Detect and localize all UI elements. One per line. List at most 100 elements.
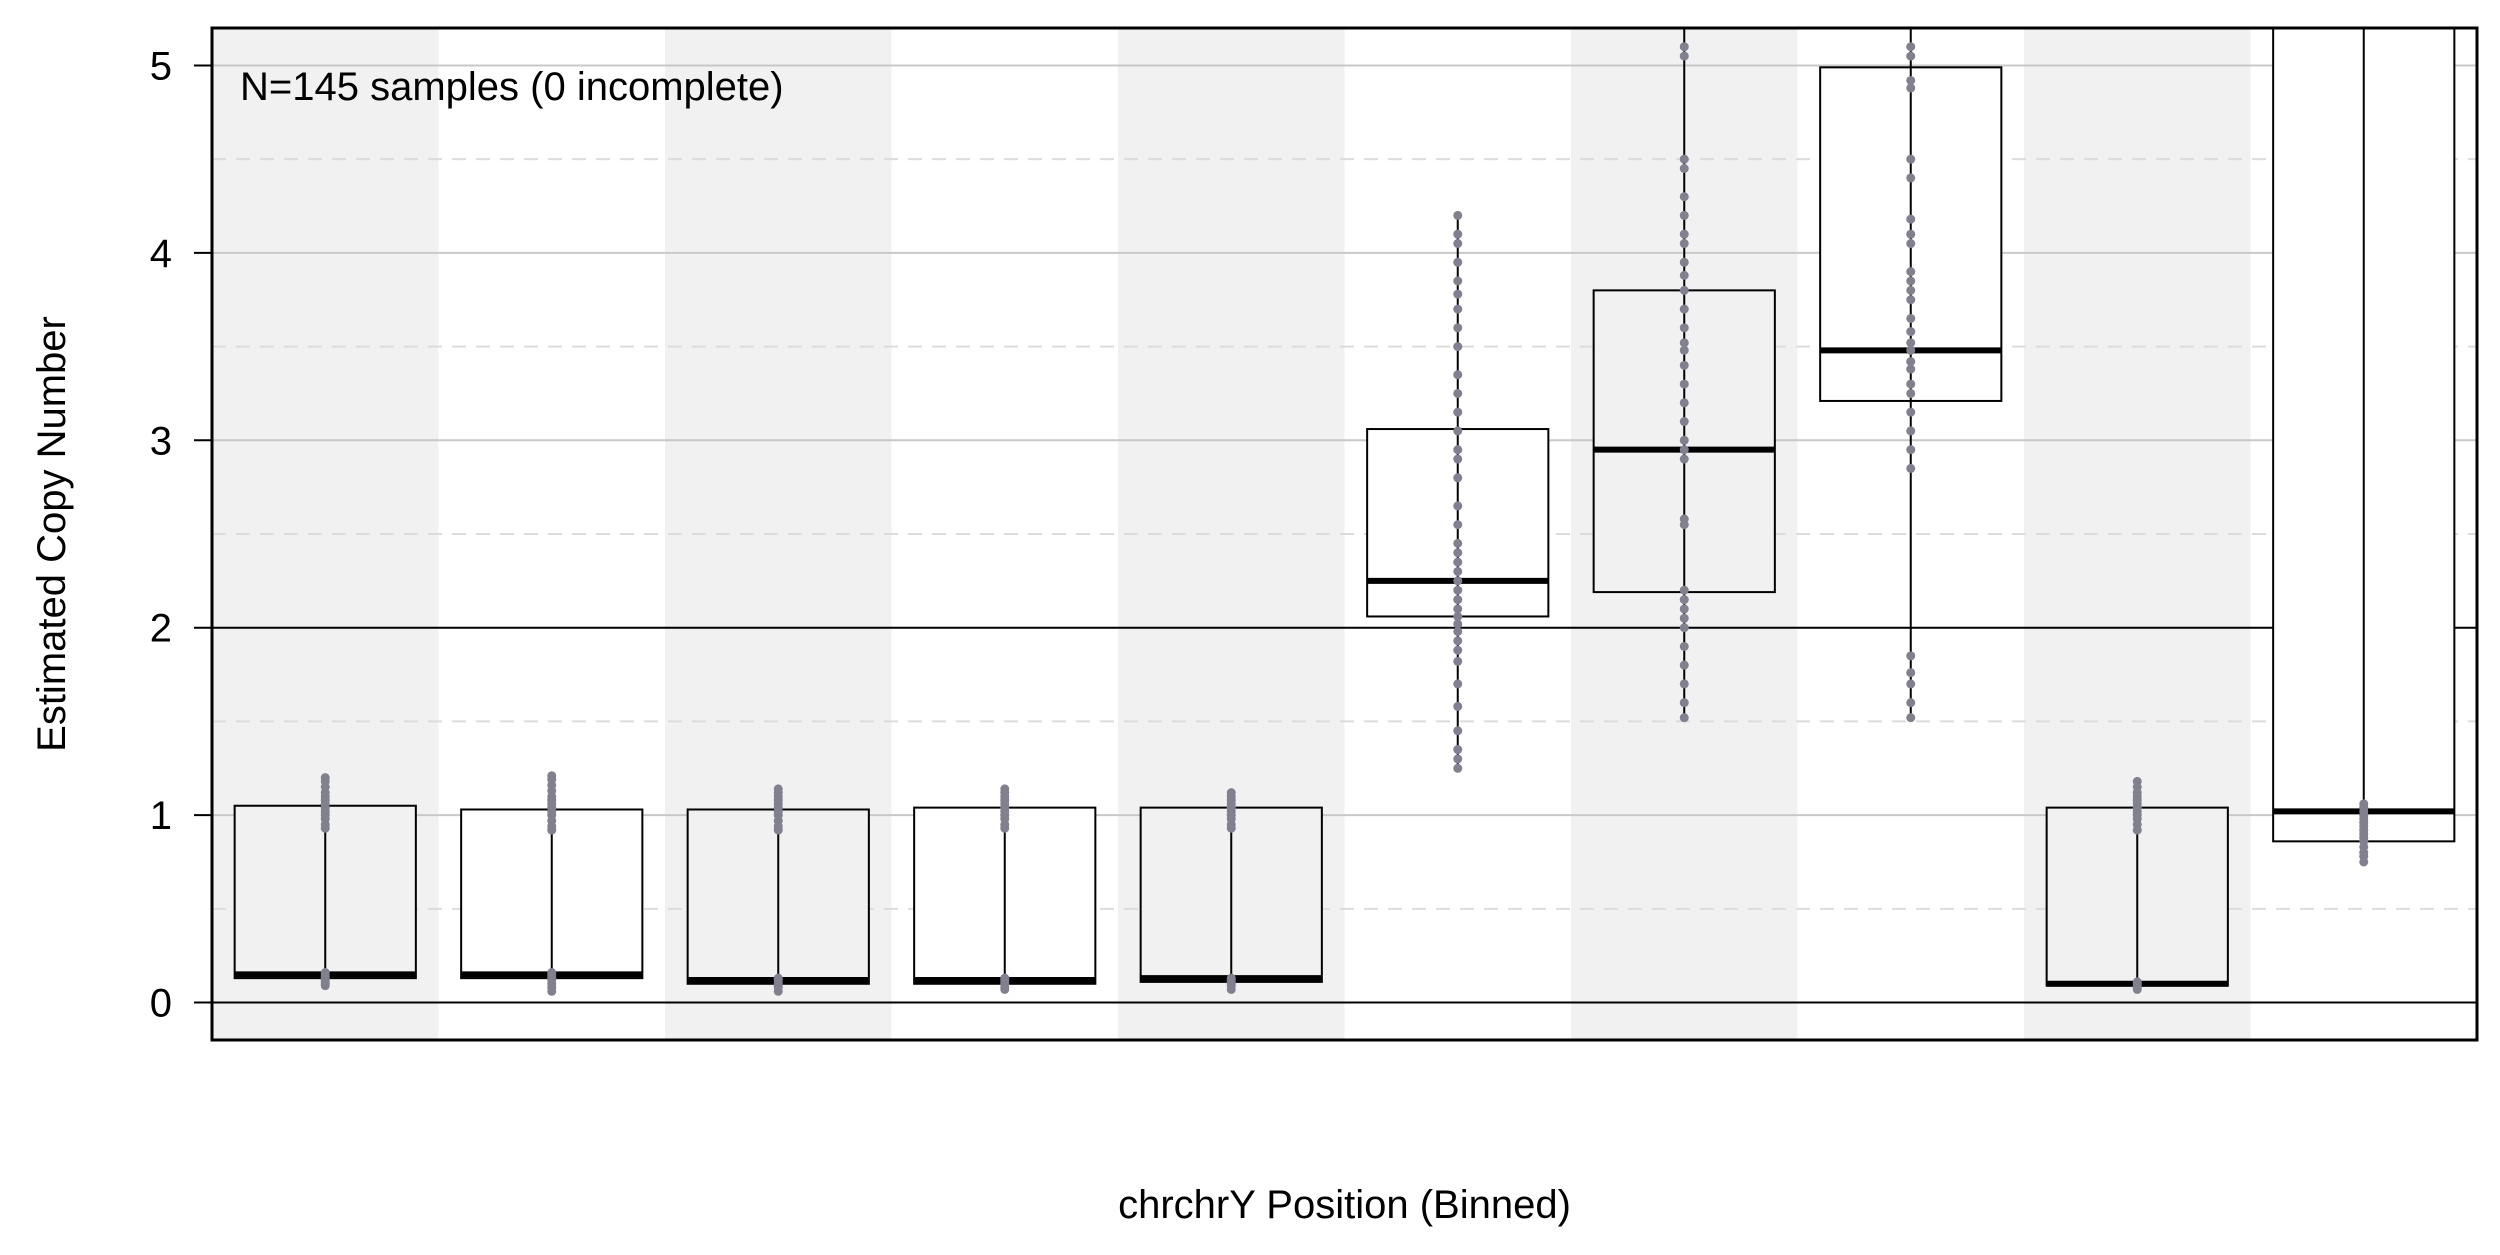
data-point xyxy=(1679,713,1689,723)
y-tick-label: 0 xyxy=(150,982,172,1026)
data-point xyxy=(1453,595,1463,605)
data-point xyxy=(1453,323,1463,333)
box-plot xyxy=(2272,27,2456,862)
box-plot xyxy=(686,787,870,992)
data-point xyxy=(1226,973,1236,983)
data-point xyxy=(1906,295,1916,305)
data-point xyxy=(1453,611,1463,621)
data-point xyxy=(1906,285,1916,295)
data-points xyxy=(320,42,2369,996)
data-point xyxy=(1906,379,1916,389)
data-point xyxy=(1679,338,1689,348)
data-point xyxy=(1679,239,1689,249)
data-point xyxy=(1453,726,1463,736)
data-point xyxy=(1906,463,1916,473)
data-point xyxy=(1453,445,1463,455)
data-point xyxy=(1453,229,1463,239)
data-point xyxy=(1000,784,1010,794)
data-point xyxy=(1453,454,1463,464)
data-point xyxy=(1906,364,1916,374)
y-axis-label: Estimated Copy Number xyxy=(30,316,74,752)
data-point xyxy=(1906,698,1916,708)
data-point xyxy=(1906,357,1916,367)
data-point xyxy=(1453,289,1463,299)
data-point xyxy=(1679,323,1689,333)
data-point xyxy=(1453,548,1463,558)
data-point xyxy=(1679,257,1689,267)
y-axis: 0 1 2 3 4 5 xyxy=(150,44,212,1026)
x-axis-label: chrchrY Position (Binned) xyxy=(1118,1183,1571,1227)
data-point xyxy=(2359,799,2369,809)
data-point xyxy=(1906,173,1916,183)
data-point xyxy=(1453,342,1463,352)
data-point xyxy=(1453,763,1463,773)
data-point xyxy=(320,773,330,783)
data-point xyxy=(1679,660,1689,670)
data-point xyxy=(1679,613,1689,623)
data-point xyxy=(547,771,557,781)
data-point xyxy=(1906,668,1916,678)
data-point xyxy=(1679,623,1689,633)
box-plot xyxy=(2045,781,2229,990)
data-point xyxy=(1453,370,1463,380)
data-point xyxy=(1453,636,1463,646)
data-point xyxy=(1906,426,1916,436)
data-point xyxy=(1906,313,1916,323)
box-plot xyxy=(460,775,644,992)
data-point xyxy=(1906,276,1916,286)
data-point xyxy=(1906,388,1916,398)
data-point xyxy=(1453,520,1463,530)
data-point xyxy=(1906,51,1916,61)
y-tick-label: 3 xyxy=(150,419,172,463)
data-point xyxy=(1906,267,1916,277)
data-point xyxy=(1453,701,1463,711)
data-point xyxy=(547,968,557,978)
data-point xyxy=(1679,285,1689,295)
data-point xyxy=(1679,210,1689,220)
data-point xyxy=(1453,407,1463,417)
data-point xyxy=(1906,154,1916,164)
data-point xyxy=(1906,42,1916,52)
data-point xyxy=(1906,407,1916,417)
data-point xyxy=(1453,538,1463,548)
sample-count-annotation: N=145 samples (0 incomplete) xyxy=(240,65,784,109)
data-point xyxy=(320,968,330,978)
data-point xyxy=(1453,604,1463,614)
data-point xyxy=(1679,398,1689,408)
data-point xyxy=(1679,229,1689,239)
data-point xyxy=(1453,426,1463,436)
data-point xyxy=(1453,585,1463,595)
data-point xyxy=(1679,604,1689,614)
y-tick-label: 4 xyxy=(150,232,172,276)
data-point xyxy=(1453,210,1463,220)
data-point xyxy=(1679,641,1689,651)
box-plot xyxy=(1139,790,1323,990)
data-point xyxy=(2132,776,2142,786)
data-point xyxy=(1679,698,1689,708)
data-point xyxy=(1453,473,1463,483)
data-point xyxy=(773,973,783,983)
data-point xyxy=(1453,304,1463,314)
data-point xyxy=(1906,651,1916,661)
data-point xyxy=(1453,566,1463,576)
data-point xyxy=(1453,626,1463,636)
data-point xyxy=(1453,619,1463,629)
y-tick-label: 5 xyxy=(150,44,172,88)
data-point xyxy=(1679,304,1689,314)
data-point xyxy=(1453,754,1463,764)
data-point xyxy=(1453,239,1463,249)
reference-lines xyxy=(212,626,2477,1004)
data-point xyxy=(1906,83,1916,93)
data-point xyxy=(1679,51,1689,61)
data-point xyxy=(1679,379,1689,389)
data-point xyxy=(1679,514,1689,524)
data-point xyxy=(1679,417,1689,427)
data-point xyxy=(1679,345,1689,355)
data-point xyxy=(1906,327,1916,337)
data-point xyxy=(1226,788,1236,798)
data-point xyxy=(1906,214,1916,224)
data-point xyxy=(773,784,783,794)
data-point xyxy=(1453,276,1463,286)
data-point xyxy=(1679,445,1689,455)
